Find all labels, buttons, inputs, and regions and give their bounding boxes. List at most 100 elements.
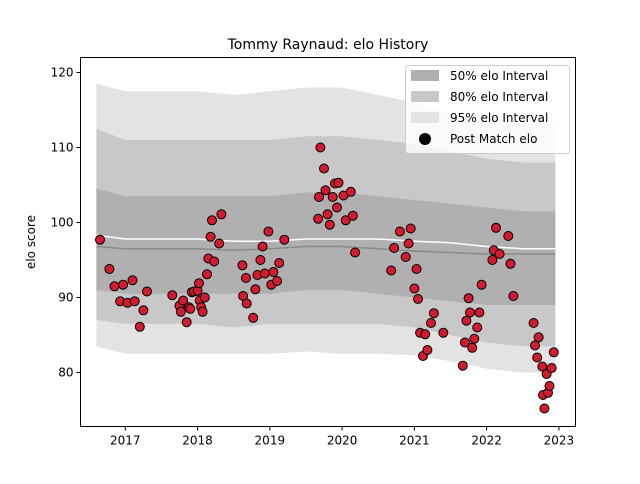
post-match-elo-point (467, 342, 478, 353)
post-match-elo-point (350, 247, 361, 258)
post-match-elo-point (127, 275, 138, 286)
post-match-elo-point (537, 361, 548, 372)
post-match-elo-point (272, 276, 283, 286)
post-match-elo-point (324, 219, 335, 230)
post-match-elo-point (241, 298, 252, 309)
post-match-elo-point (314, 192, 324, 202)
x-tick-label: 2017 (110, 434, 141, 448)
post-match-elo-point (274, 258, 285, 268)
plot-area (95, 83, 559, 414)
post-match-elo-point (548, 347, 559, 358)
post-match-elo-point (532, 352, 543, 363)
post-match-elo-point (185, 303, 196, 314)
post-match-elo-point (268, 267, 279, 277)
post-match-elo-point (463, 293, 474, 304)
x-axis: 2017 2018 2019 2020 2021 2022 2023 (110, 426, 575, 448)
post-match-elo-point (530, 340, 540, 351)
post-match-elo-point (472, 322, 483, 333)
post-match-elo-point (214, 238, 225, 249)
post-match-elo-point (546, 363, 557, 373)
post-match-elo-point (457, 360, 468, 371)
post-match-elo-point (95, 234, 105, 245)
y-tick-label: 120 (51, 66, 74, 80)
axes-frame (80, 57, 576, 427)
post-match-elo-point (426, 318, 436, 328)
post-match-elo-point (332, 202, 342, 213)
post-match-elo-point (175, 306, 186, 317)
legend-swatch-band95 (411, 112, 439, 123)
mean-elo-line (96, 245, 556, 255)
post-match-elo-point (413, 294, 423, 304)
post-match-elo-point (487, 255, 498, 265)
post-match-elo-point (315, 142, 326, 153)
post-match-elo-point (327, 192, 338, 202)
post-match-elo-point (279, 234, 290, 245)
legend-label-band80: 80% elo Interval (450, 90, 548, 104)
post-match-elo-point (138, 305, 149, 316)
legend-swatch-band80 (411, 91, 439, 102)
legend-label-band95: 95% elo Interval (450, 111, 548, 125)
post-match-elo-point (181, 317, 192, 328)
post-match-elo-point (320, 185, 331, 196)
post-match-elo-point (420, 329, 431, 340)
post-match-elo-point (255, 255, 266, 265)
y-axis: 80 90 100 110 120 (51, 66, 81, 380)
post-match-elo-point (544, 381, 555, 391)
post-match-elo-point (469, 333, 480, 344)
post-match-elo-point (411, 264, 422, 274)
post-match-elo-point (313, 213, 324, 224)
post-match-elo-point (409, 283, 420, 294)
y-axis-label: elo score (24, 215, 38, 269)
x-tick-label: 2018 (182, 434, 213, 448)
post-match-elo-point (476, 279, 487, 290)
post-match-elo-point (508, 291, 519, 301)
post-match-elo-point (207, 215, 217, 226)
median-elo-line (96, 234, 556, 250)
post-match-elo-point (319, 163, 329, 174)
post-match-elo-point (389, 243, 400, 253)
post-match-elo-point (129, 296, 140, 307)
post-match-elo-point (194, 278, 204, 289)
post-match-elo-point (528, 318, 539, 328)
post-match-elo-point (263, 226, 274, 237)
legend-label-post-match: Post Match elo (450, 132, 537, 146)
x-tick-label: 2022 (471, 434, 502, 448)
post-match-elo-point (403, 238, 414, 249)
x-tick-label: 2021 (399, 434, 430, 448)
post-match-elo-point (474, 307, 485, 318)
post-match-elo-point (134, 321, 145, 332)
post-match-elo-point (333, 177, 344, 188)
post-match-elo-point (503, 231, 514, 241)
y-tick-label: 80 (58, 366, 73, 380)
x-tick-label: 2023 (544, 434, 575, 448)
post-match-elo-point (167, 290, 178, 301)
post-match-elo-point (400, 252, 411, 262)
y-tick-label: 100 (51, 216, 74, 230)
post-match-elo-point (394, 226, 405, 237)
post-match-elo-point (539, 403, 550, 414)
post-match-elo-point (199, 292, 210, 303)
post-match-elo-point (428, 308, 439, 319)
post-match-elo-point (241, 273, 251, 283)
post-match-elo-point (533, 332, 544, 343)
chart-title: Tommy Raynaud: elo History (227, 37, 429, 53)
legend-marker-post-match (419, 133, 431, 145)
post-match-elo-point (461, 315, 472, 326)
legend-swatch-band50 (411, 70, 439, 81)
post-match-elo-point (259, 268, 270, 279)
legend: 50% elo Interval 80% elo Interval 95% el… (405, 65, 570, 154)
post-match-elo-point (505, 258, 516, 269)
post-match-elo-point (142, 286, 152, 297)
x-tick-label: 2019 (255, 434, 286, 448)
post-match-elo-point (237, 260, 248, 271)
x-tick-label: 2020 (327, 434, 358, 448)
post-match-elo-point (494, 249, 505, 259)
post-match-elo-point (386, 265, 397, 276)
legend-label-band50: 50% elo Interval (450, 69, 548, 83)
post-match-elo-point (104, 264, 115, 274)
post-match-elo-point (205, 231, 216, 242)
post-match-elo-point (438, 327, 449, 338)
post-match-elo-point (109, 281, 120, 292)
legend-box (405, 65, 570, 154)
